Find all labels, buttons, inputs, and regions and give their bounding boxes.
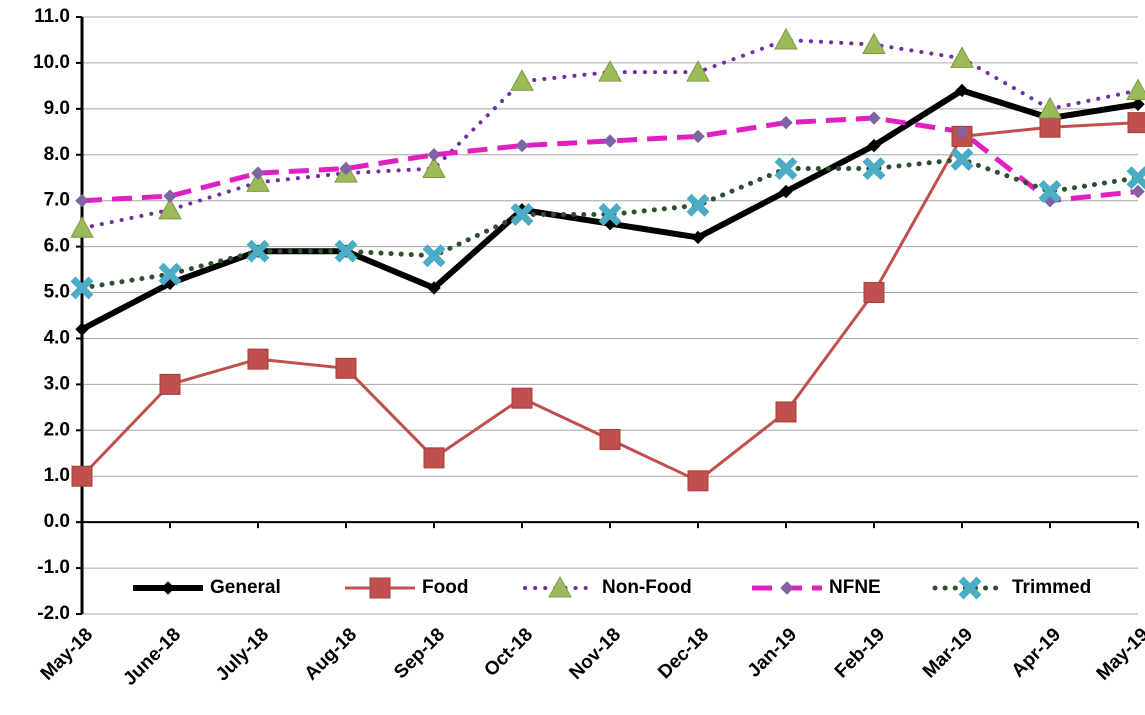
x-tick-label: Feb-19 [831,624,889,682]
legend-label: Trimmed [1012,577,1091,598]
y-tick-label: -2.0 [37,603,70,624]
marker [71,465,93,487]
marker [867,111,881,125]
marker [774,27,798,50]
x-tick-label: Dec-18 [654,624,713,683]
marker [158,262,182,286]
marker [427,281,441,295]
marker [75,193,89,208]
marker [775,401,797,423]
marker [950,46,974,68]
marker [251,166,265,180]
marker [598,60,622,82]
marker [422,156,446,179]
marker [334,239,358,263]
legend-label: Non-Food [602,577,692,598]
marker [955,83,969,98]
marker [515,138,529,153]
y-tick-label: 7.0 [44,190,70,211]
marker [867,138,881,153]
marker [423,447,445,469]
marker [75,322,89,336]
x-tick-label: Jan-19 [744,624,801,681]
marker [511,387,533,409]
y-tick-label: 9.0 [44,98,70,119]
marker [246,239,270,263]
marker [691,129,705,144]
marker [863,282,885,304]
marker [159,373,181,395]
y-tick-label: 4.0 [44,327,70,348]
y-tick-label: 1.0 [44,465,70,486]
marker [510,69,534,91]
marker [158,197,182,220]
marker [1131,97,1145,111]
y-tick-label: -1.0 [37,557,70,578]
legend-marker [780,581,794,595]
x-tick-label: July-18 [212,624,273,685]
marker [603,134,617,148]
marker [862,32,886,55]
y-tick-label: 8.0 [44,144,70,165]
y-tick-label: 10.0 [33,52,70,73]
marker [70,276,94,300]
x-tick-label: Oct-18 [480,624,537,681]
y-tick-label: 6.0 [44,236,70,257]
marker [774,157,798,181]
y-tick-label: 11.0 [34,6,70,27]
marker [598,202,622,226]
marker [1127,112,1145,134]
legend-marker [161,581,175,595]
y-tick-label: 2.0 [44,419,70,440]
y-tick-label: 0.0 [44,511,70,532]
x-tick-label: Aug-18 [301,624,361,684]
marker [1131,184,1145,199]
legend-label: NFNE [829,577,881,598]
x-tick-label: June-18 [119,624,185,690]
legend-label: Food [422,577,468,598]
marker [1126,166,1145,190]
marker [427,148,441,162]
marker [1038,180,1062,203]
marker [1039,116,1061,138]
marker [339,161,353,176]
marker [422,244,446,268]
marker [950,147,974,171]
marker [163,189,177,203]
x-tick-label: Sep-18 [390,624,449,683]
marker [686,193,710,217]
marker [599,428,621,450]
marker [1038,96,1062,119]
x-tick-label: Nov-18 [565,624,625,684]
marker [335,357,357,379]
marker [1126,78,1145,100]
marker [779,115,793,130]
x-tick-label: May-18 [37,624,97,684]
marker [246,170,270,192]
marker [955,125,969,139]
marker [686,60,710,82]
legend-marker [958,576,982,600]
legend-label: General [210,577,281,598]
marker [779,184,793,199]
x-tick-label: Mar-19 [919,624,977,682]
x-tick-label: Apr-19 [1008,624,1065,681]
marker [691,230,705,245]
y-tick-label: 5.0 [44,282,70,303]
marker [687,470,709,492]
marker [247,348,269,370]
legend-marker [548,575,572,598]
marker [70,216,94,238]
y-tick-label: 3.0 [44,373,70,394]
marker [510,202,534,226]
legend-marker [369,577,391,599]
marker [862,157,886,181]
x-tick-label: May-19 [1093,624,1145,684]
